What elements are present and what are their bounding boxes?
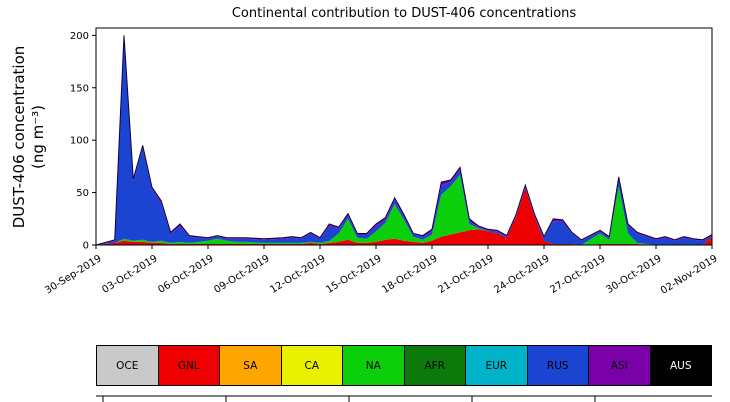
x-tick-label: 24-Oct-2019 <box>492 253 551 296</box>
legend: OCE GNL SA CA NA AFR EUR RUS ASI AUS <box>96 345 712 386</box>
chart-title: Continental contribution to DUST-406 con… <box>231 6 577 21</box>
legend-label: EUR <box>485 359 508 372</box>
legend-label: ASI <box>610 359 628 372</box>
legend-label: RUS <box>546 359 569 372</box>
legend-item-EUR: EUR <box>465 345 528 386</box>
legend-label: AUS <box>669 359 692 372</box>
x-tick-label: 18-Oct-2019 <box>380 253 439 296</box>
legend-label: GNL <box>177 359 200 372</box>
legend-item-AUS: AUS <box>649 345 712 386</box>
x-tick-label: 27-Oct-2019 <box>548 253 607 296</box>
legend-label: OCE <box>116 359 139 372</box>
legend-label: NA <box>365 359 381 372</box>
x-tick-label: 09-Oct-2019 <box>212 253 271 296</box>
legend-item-GNL: GNL <box>157 345 220 386</box>
x-tick-label: 02-Nov-2019 <box>659 253 720 297</box>
series-area-RUS <box>96 37 712 246</box>
plot-area: DUST-406 concentration (ng m⁻³) 0 50 100 15… <box>10 27 720 297</box>
y-axis-label-line1: DUST-406 concentration <box>10 46 28 229</box>
x-tick-label: 06-Oct-2019 <box>156 253 215 296</box>
legend-label: AFR <box>424 359 446 372</box>
legend-item-RUS: RUS <box>526 345 589 386</box>
legend-item-OCE: OCE <box>96 345 159 386</box>
y-tick-label: 100 <box>70 136 89 147</box>
legend-item-CA: CA <box>280 345 343 386</box>
x-tick-label: 03-Oct-2019 <box>100 253 159 296</box>
y-tick-label: 150 <box>70 83 89 94</box>
legend-item-NA: NA <box>342 345 405 386</box>
series-area-NA <box>96 174 712 245</box>
y-tick-label: 50 <box>76 188 89 199</box>
y-tick-label: 0 <box>83 241 89 252</box>
y-tick-label: 200 <box>70 31 89 42</box>
legend-label: CA <box>304 359 319 372</box>
legend-item-ASI: ASI <box>588 345 651 386</box>
legend-label: SA <box>243 359 258 372</box>
legend-axis <box>96 395 712 402</box>
legend-item-AFR: AFR <box>403 345 466 386</box>
legend-item-SA: SA <box>219 345 282 386</box>
x-tick-label: 15-Oct-2019 <box>324 253 383 296</box>
x-tick-label: 30-Oct-2019 <box>604 253 663 296</box>
x-tick-label: 30-Sep-2019 <box>43 253 103 296</box>
y-axis-label-line2: (ng m⁻³) <box>29 105 47 169</box>
plot-frame <box>95 27 713 246</box>
x-tick-label: 12-Oct-2019 <box>268 253 327 296</box>
stack-outline <box>95 35 713 246</box>
x-tick-label: 21-Oct-2019 <box>436 253 495 296</box>
